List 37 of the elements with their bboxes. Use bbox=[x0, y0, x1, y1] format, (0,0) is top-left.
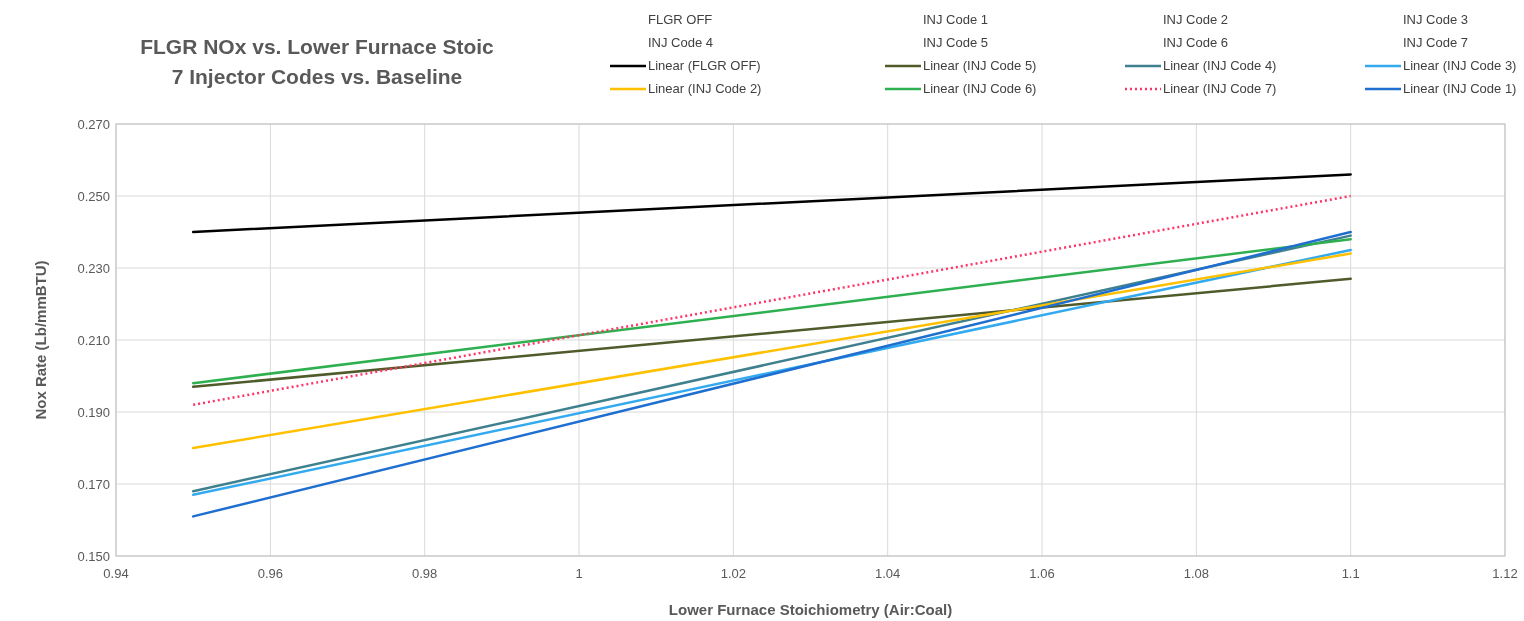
y-tick-label: 0.150 bbox=[77, 549, 110, 564]
x-tick-label: 1.1 bbox=[1341, 566, 1360, 581]
legend-label: Linear (INJ Code 1) bbox=[1403, 81, 1517, 96]
legend-label: Linear (INJ Code 7) bbox=[1163, 81, 1277, 96]
text: INJ Code 2 bbox=[1163, 12, 1229, 27]
chart-subtitle: 7 Injector Codes vs. Baseline bbox=[171, 65, 463, 88]
x-tick-label: 1 bbox=[575, 566, 583, 581]
chart-title: FLGR NOx vs. Lower Furnace Stoic bbox=[140, 35, 495, 58]
x-tick-label: 0.98 bbox=[412, 566, 438, 581]
text: INJ Code 7 bbox=[1403, 35, 1469, 50]
x-tick-label: 0.96 bbox=[257, 566, 283, 581]
y-axis-title: Nox Rate (Lb/mmBTU) bbox=[32, 260, 49, 420]
text: INJ Code 4 bbox=[648, 35, 714, 50]
legend-label: Linear (INJ Code 3) bbox=[1403, 58, 1517, 73]
text: INJ Code 1 bbox=[923, 12, 989, 27]
text: INJ Code 6 bbox=[1163, 35, 1229, 50]
x-tick-label: 0.94 bbox=[103, 566, 129, 581]
y-tick-label: 0.250 bbox=[77, 189, 110, 204]
y-tick-label: 0.210 bbox=[77, 333, 110, 348]
text: FLGR OFF bbox=[648, 12, 713, 27]
legend-label: Linear (INJ Code 5) bbox=[923, 58, 1037, 73]
legend-label: Linear (INJ Code 2) bbox=[648, 81, 762, 96]
legend-label: Linear (INJ Code 6) bbox=[923, 81, 1037, 96]
x-tick-label: 1.04 bbox=[875, 566, 901, 581]
y-tick-label: 0.270 bbox=[77, 117, 110, 132]
text: INJ Code 5 bbox=[923, 35, 989, 50]
y-tick-label: 0.230 bbox=[77, 261, 110, 276]
x-tick-label: 1.02 bbox=[720, 566, 746, 581]
x-tick-label: 1.06 bbox=[1029, 566, 1055, 581]
y-tick-label: 0.170 bbox=[77, 477, 110, 492]
legend-label: Linear (FLGR OFF) bbox=[648, 58, 761, 73]
x-axis-title: Lower Furnace Stoichiometry (Air:Coal) bbox=[668, 601, 953, 618]
legend-label: Linear (INJ Code 4) bbox=[1163, 58, 1277, 73]
y-tick-label: 0.190 bbox=[77, 405, 110, 420]
x-tick-label: 1.12 bbox=[1492, 566, 1518, 581]
x-tick-label: 1.08 bbox=[1183, 566, 1209, 581]
text: INJ Code 3 bbox=[1403, 12, 1469, 27]
